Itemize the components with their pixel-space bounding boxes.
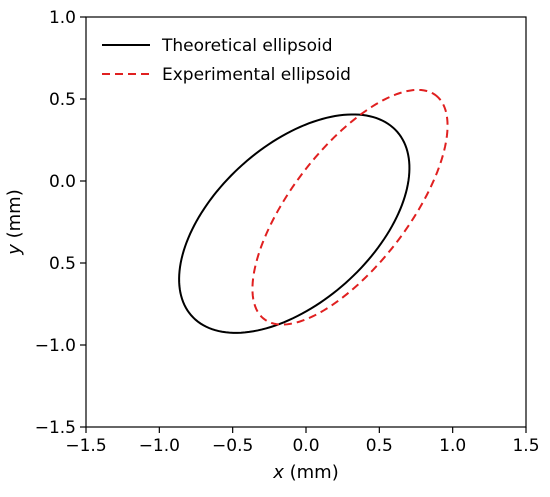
legend-label-theoretical: Theoretical ellipsoid xyxy=(161,36,333,56)
y-tick-label: −1.0 xyxy=(35,336,76,356)
y-tick-label: −1.5 xyxy=(35,418,76,438)
y-tick-label: 0.0 xyxy=(49,172,76,192)
plot-layer xyxy=(178,88,449,334)
x-tick-label: 1.5 xyxy=(512,436,539,456)
y-tick-label: 0.5 xyxy=(49,254,76,274)
y-axis-label: y (mm) xyxy=(4,189,25,256)
x-axis-label: x (mm) xyxy=(272,462,339,483)
y-tick-label: 1.0 xyxy=(49,8,76,28)
y-tick-label: 0.5 xyxy=(49,90,76,110)
series-curve-theoretical xyxy=(178,113,411,334)
x-tick-label: 1.0 xyxy=(439,436,466,456)
x-tick-label: −0.5 xyxy=(212,436,253,456)
x-tick-label: −1.0 xyxy=(139,436,180,456)
x-tick-label: 0.5 xyxy=(366,436,393,456)
legend: Theoretical ellipsoid Experimental ellip… xyxy=(102,36,351,85)
x-tick-label: −1.5 xyxy=(65,436,106,456)
ticks-layer: −1.5 −1.0 −0.5 0.0 0.5 1.0 1.5 −1.5 −1.0 0.5 0.0 0.… xyxy=(35,8,540,456)
legend-label-experimental: Experimental ellipsoid xyxy=(162,65,351,85)
series-curve-experimental xyxy=(251,88,449,326)
x-tick-label: 0.0 xyxy=(292,436,319,456)
